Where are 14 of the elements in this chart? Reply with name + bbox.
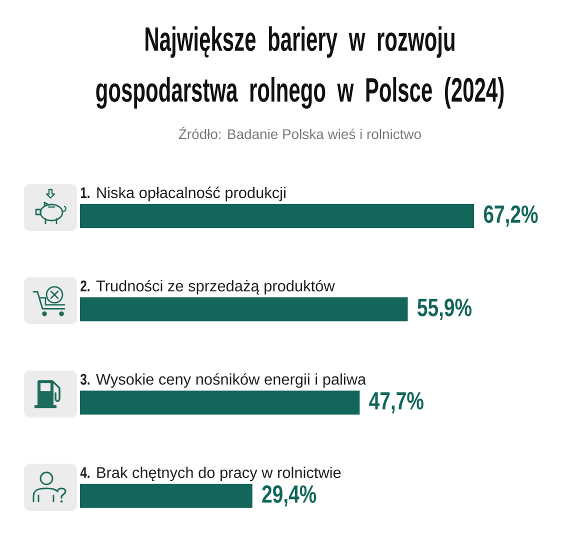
- y-tick-label: 3. Wysokie ceny nośników energii i paliwa: [80, 373, 366, 388]
- data-label: 55,9%: [418, 298, 472, 320]
- chart-title: Największe bariery w rozwoju gospodarstwa rolnego w Polsce (2024): [96, 26, 504, 109]
- y-tick-label: 2. Trudności ze sprzedażą produktów: [80, 280, 335, 295]
- bar: [80, 484, 252, 508]
- data-label: 47,7%: [369, 392, 424, 414]
- bar: [80, 297, 408, 322]
- y-tick-label: 4. Brak chętnych do pracy w rolnictwie: [80, 466, 341, 482]
- data-label: 67,2%: [484, 205, 538, 227]
- data-label: 29,4%: [262, 485, 316, 507]
- bar: [80, 390, 360, 415]
- text: Źródło: Badanie Polska wieś i rolnictwo: [178, 126, 421, 140]
- bar: [80, 204, 474, 228]
- y-tick-label: 1. Niska opłacalność produkcji: [80, 186, 286, 202]
